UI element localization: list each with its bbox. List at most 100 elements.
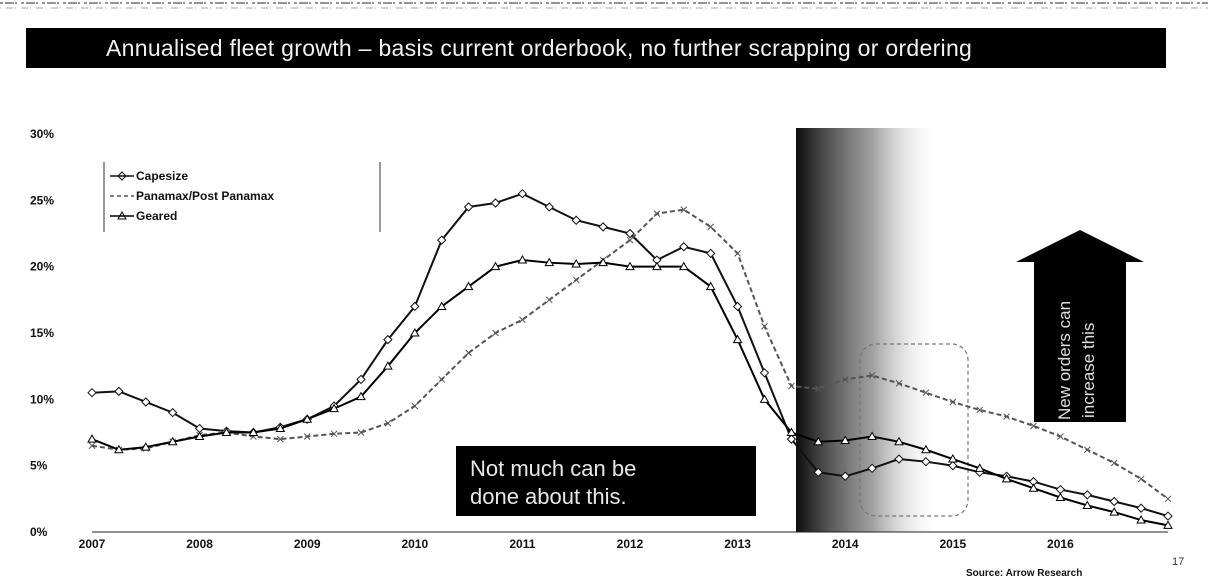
data-point — [949, 398, 957, 406]
data-point — [356, 374, 366, 385]
data-point — [1163, 520, 1173, 529]
data-point — [356, 391, 366, 401]
data-point — [544, 202, 555, 212]
y-tick-label: 10% — [30, 392, 54, 406]
data-point — [894, 454, 904, 464]
data-point — [114, 444, 124, 454]
data-point — [759, 394, 770, 403]
data-point — [141, 397, 151, 407]
data-point — [330, 430, 338, 438]
data-point — [302, 414, 313, 423]
data-point — [463, 281, 474, 291]
data-point — [921, 456, 931, 467]
data-point — [1083, 446, 1091, 454]
data-point — [974, 463, 985, 472]
legend: Capesize Panamax/Post Panamax Geared — [103, 162, 381, 232]
data-point — [948, 460, 958, 471]
data-point — [329, 403, 339, 413]
data-point — [571, 215, 581, 225]
x-tick-label: 2011 — [509, 537, 535, 551]
data-point — [867, 431, 877, 440]
data-point — [1082, 500, 1093, 509]
data-point — [1082, 490, 1093, 500]
data-point — [1030, 422, 1037, 430]
data-point — [463, 202, 474, 212]
data-point — [114, 386, 124, 397]
data-point — [705, 281, 716, 291]
data-point — [922, 389, 930, 397]
data-point — [519, 316, 526, 324]
data-point — [571, 259, 582, 268]
data-point — [1028, 483, 1039, 492]
data-point — [303, 433, 311, 440]
data-point — [492, 329, 499, 337]
legend-label-geared: Geared — [136, 209, 177, 223]
legend-item-geared: Geared — [110, 209, 177, 223]
data-point — [1137, 475, 1145, 483]
data-point — [814, 385, 822, 393]
data-point — [1136, 515, 1146, 524]
data-point — [248, 427, 259, 436]
data-point — [625, 228, 635, 239]
legend-label-capesize: Capesize — [136, 169, 188, 183]
data-point — [465, 349, 472, 357]
x-tick-label: 2014 — [832, 537, 859, 551]
x-tick-label: 2013 — [724, 537, 751, 551]
x-tick-label: 2010 — [401, 537, 428, 551]
data-point — [734, 250, 741, 257]
highlight-2014-2015 — [796, 128, 936, 532]
page-title: Annualised fleet growth – basis current … — [26, 28, 1166, 68]
data-point — [1109, 496, 1119, 507]
data-point — [411, 402, 419, 410]
scan-noise-strip — [0, 0, 1208, 14]
not-much-annotation: Not much can be done about this. — [456, 446, 756, 516]
data-point — [221, 427, 232, 436]
data-point — [517, 188, 528, 199]
data-point — [87, 434, 97, 443]
data-point — [1110, 459, 1118, 467]
data-point — [544, 257, 555, 267]
page-number: 17 — [1172, 556, 1185, 568]
data-point — [1136, 503, 1146, 513]
y-tick-label: 30% — [30, 127, 54, 141]
source-note: Source: Arrow Research — [966, 568, 1083, 579]
data-point — [626, 236, 634, 244]
data-point — [921, 444, 931, 454]
data-point — [679, 242, 689, 252]
data-point — [436, 235, 447, 245]
data-point — [707, 223, 715, 231]
data-point — [438, 376, 446, 383]
data-point — [1055, 492, 1066, 502]
y-tick-label: 15% — [30, 326, 54, 340]
data-point — [868, 372, 876, 379]
new-orders-arrow: New orders can increase this — [1016, 230, 1144, 422]
data-point — [840, 435, 851, 444]
x-tick-label: 2012 — [617, 537, 644, 551]
data-point — [732, 301, 743, 312]
data-point — [841, 376, 849, 383]
data-point — [788, 382, 795, 390]
data-point — [140, 442, 151, 451]
data-point — [652, 261, 662, 271]
x-tick-label: 2008 — [186, 537, 213, 551]
data-point — [840, 471, 850, 481]
data-point — [1163, 511, 1173, 521]
data-point — [167, 436, 178, 446]
data-point — [759, 368, 770, 378]
data-point — [383, 334, 393, 345]
data-point — [1001, 473, 1012, 483]
data-point — [275, 423, 286, 433]
data-point — [276, 435, 284, 443]
data-point — [867, 463, 877, 474]
data-point — [813, 467, 824, 478]
x-tick-label: 2007 — [79, 537, 106, 551]
data-point — [357, 429, 365, 436]
data-point — [1164, 495, 1172, 503]
data-point — [598, 257, 608, 267]
y-tick-label: 25% — [30, 193, 54, 207]
data-point — [947, 454, 958, 463]
data-point — [598, 222, 608, 232]
data-point — [678, 261, 689, 271]
data-point — [545, 296, 553, 304]
